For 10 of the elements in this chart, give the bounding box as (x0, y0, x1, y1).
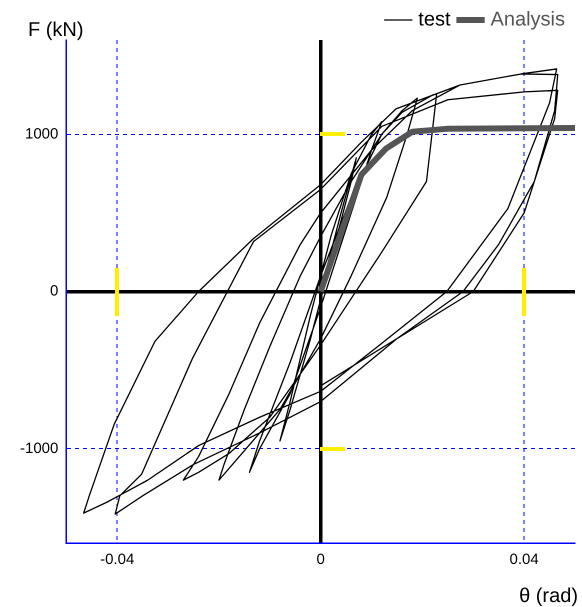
y-tick-label: -1000 (20, 440, 58, 457)
y-tick-label: 0 (50, 282, 58, 300)
legend-label: Analysis (490, 8, 566, 31)
legend-label: test (418, 8, 451, 31)
y-axis-title: F (kN) (28, 19, 84, 41)
y-tick-label: 1000 (24, 125, 58, 142)
x-axis-title: θ (rad) (519, 585, 578, 607)
x-tick-label: 0 (316, 551, 325, 568)
x-tick-label: 0.04 (510, 551, 539, 568)
x-tick-label: -0.04 (100, 551, 134, 568)
